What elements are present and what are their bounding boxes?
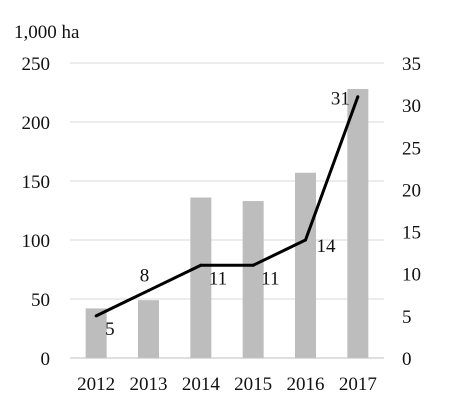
line-data-label: 8: [140, 266, 150, 287]
x-axis-tick-label: 2015: [234, 374, 272, 395]
right-axis-tick-label: 5: [402, 307, 412, 328]
line-point: [356, 95, 360, 99]
x-axis-tick-label: 2017: [339, 374, 377, 395]
gridlines: [70, 62, 384, 300]
line-point: [147, 289, 150, 293]
x-axis-tick-label: 2014: [182, 374, 221, 395]
x-axis-tick-label: 2016: [287, 374, 325, 395]
bar: [242, 201, 264, 358]
right-axis-tick-label: 20: [402, 180, 421, 201]
right-axis-tick-label: 30: [402, 96, 421, 117]
left-axis-unit-label: 1,000 ha: [14, 22, 80, 43]
line-data-label: 11: [261, 268, 279, 289]
right-axis-tick-label: 0: [402, 349, 412, 370]
line-data-label: 11: [209, 268, 227, 289]
x-axis-tick-label: 2012: [77, 374, 115, 395]
line-data-label: 31: [331, 89, 350, 110]
line-point: [199, 263, 203, 267]
line-point: [94, 314, 98, 318]
bar: [190, 197, 212, 358]
bar: [85, 308, 107, 358]
line-series: [94, 95, 360, 318]
left-axis-tick-label: 0: [41, 349, 51, 370]
line-point: [251, 263, 255, 267]
bar-series: [85, 88, 369, 359]
bar: [295, 172, 316, 358]
tick-and-data-labels: 0 50 100 150 200 250 0 5 10 15 20 25 30 35 2012 2013 201…: [22, 54, 422, 395]
right-axis-tick-label: 10: [402, 265, 421, 286]
left-axis-tick-label: 200: [22, 113, 51, 134]
left-axis-tick-label: 250: [22, 54, 51, 75]
line-data-label: 14: [317, 236, 337, 257]
left-axis-tick-label: 150: [22, 172, 51, 193]
right-axis-tick-label: 15: [402, 223, 421, 244]
left-axis-tick-label: 100: [22, 231, 51, 252]
x-axis-tick-label: 2013: [130, 374, 168, 395]
line-data-label: 5: [105, 319, 115, 340]
bar: [347, 88, 369, 359]
bar: [138, 300, 159, 358]
line-point: [304, 238, 307, 242]
right-axis-tick-label: 25: [402, 138, 421, 159]
right-axis-tick-label: 35: [402, 54, 421, 75]
left-axis-tick-label: 50: [31, 290, 50, 311]
line-series-path: [95, 96, 360, 318]
